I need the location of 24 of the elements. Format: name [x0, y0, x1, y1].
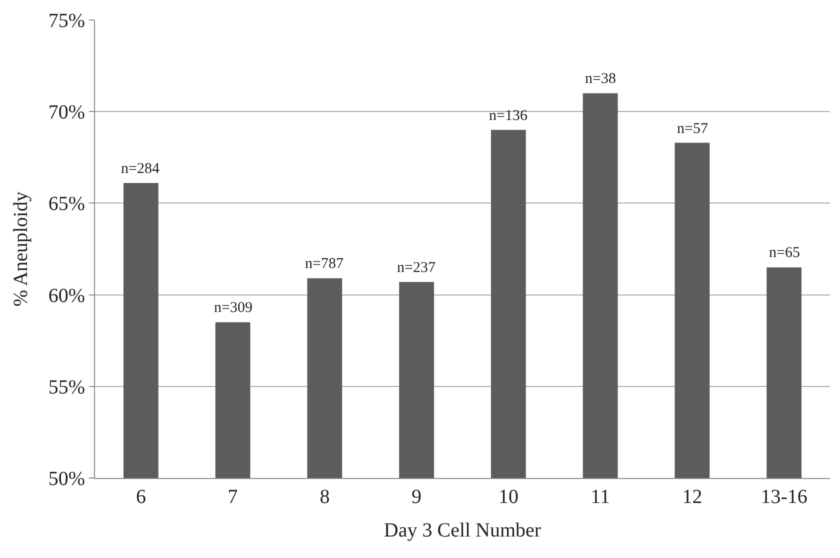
- annotation: n=309: [214, 300, 252, 316]
- annotation: n=787: [305, 256, 344, 272]
- y-tick-label: 55%: [48, 376, 85, 398]
- y-tick-label: 65%: [48, 193, 85, 216]
- x-tick-label: 12: [682, 486, 702, 508]
- y-tick-label: 70%: [48, 102, 85, 124]
- x-tick-label: 10: [498, 486, 518, 508]
- x-tick-label: 7: [228, 486, 238, 508]
- annotation: n=284: [121, 161, 160, 177]
- x-tick-label: 6: [136, 486, 146, 508]
- annotation: n=57: [677, 121, 708, 137]
- annotation: n=38: [585, 71, 616, 87]
- x-tick-label: 8: [320, 486, 330, 508]
- x-tick-label: 13-16: [760, 486, 808, 508]
- y-tick-label: 75%: [48, 10, 85, 32]
- annotation: n=237: [397, 260, 436, 276]
- y-tick-label: 60%: [48, 284, 85, 307]
- y-axis-title: % Aneuploidy: [10, 192, 32, 306]
- y-tick-label: 50%: [48, 468, 85, 490]
- annotation: n=136: [489, 108, 528, 124]
- x-tick-label: 9: [412, 486, 422, 508]
- x-axis-title: Day 3 Cell Number: [384, 520, 542, 542]
- annotation: n=65: [769, 245, 800, 261]
- x-tick-label: 11: [590, 486, 610, 508]
